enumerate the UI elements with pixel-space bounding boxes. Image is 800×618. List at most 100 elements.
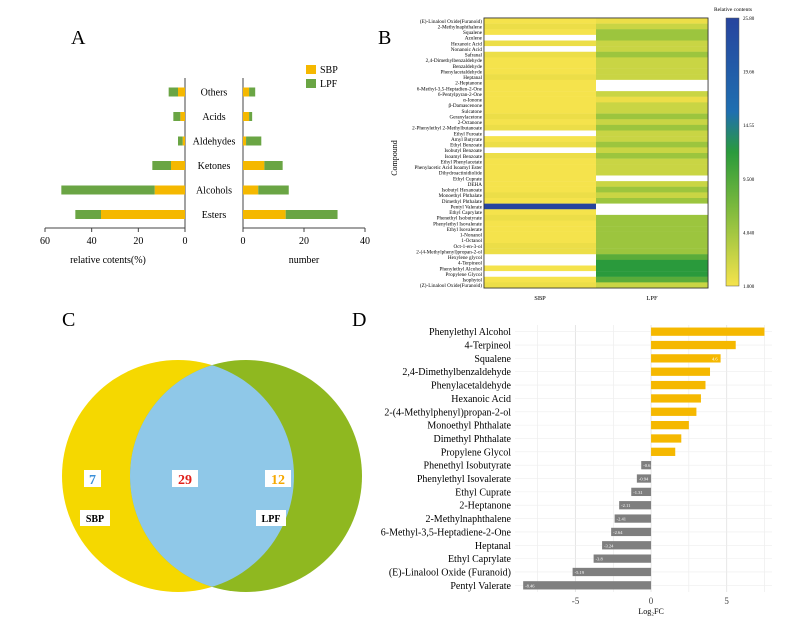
heatmap-cell-lpf [596,46,708,52]
heatmap-cell-sbp [484,18,596,24]
right-x-tick-label: 0 [241,236,246,247]
panel-letter-d: D [352,309,366,331]
heatmap-cell-sbp [484,243,596,249]
legend-label-lpf: LPF [320,79,338,90]
heatmap-cell-lpf [596,91,708,97]
heatmap-cell-lpf [596,175,708,182]
heatmap-row-label: Isobutyl Benzoate [444,148,482,154]
heatmap-cell-sbp [484,57,596,64]
bar-positive [651,380,706,390]
heatmap-cell-lpf [596,164,708,171]
bar-category-label: Ethyl Caprylate [448,554,512,565]
heatmap-cell-sbp [484,175,596,182]
heatmap-row-label: α-Ionone [463,98,483,104]
heatmap-row-label: Phenylethyl Isovalerate [433,221,483,227]
heatmap-cell-sbp [484,130,596,137]
heatmap-row-label: 4-Terpineol [458,261,483,267]
heatmap-border [483,17,709,289]
colorbar-tick-label: 1.000 [743,285,755,290]
right-x-tick-label: 40 [360,236,370,247]
heatmap-cell-lpf [596,265,708,272]
heatmap-cell-lpf [596,68,708,75]
colorbar [725,17,740,287]
heatmap-cell-lpf [596,119,708,126]
right-x-axis-label: number [289,255,320,266]
heatmap-row-label: Benzaldehyde [453,64,483,70]
bar-category-label: Hexanoic Acid [451,394,511,405]
heatmap-cell-sbp [484,237,596,244]
left-bar-lpf [168,87,178,97]
panel-letter-a: A [71,27,86,49]
heatmap-cell-lpf [596,220,708,227]
category-label: Acids [202,112,225,123]
left-bar-lpf [61,185,155,195]
heatmap-cell-lpf [596,248,708,255]
heatmap-cell-lpf [596,153,708,159]
heatmap-row-label: Phenethyl Isobutyrate [437,216,483,222]
colorbar-tick-label: 9.500 [743,178,755,183]
venn-overlap [130,360,294,592]
heatmap-cell-lpf [596,124,708,131]
left-bar-lpf [178,136,183,146]
heatmap-row-label: Hexylene glycol [448,255,483,261]
colorbar-tick-label: 19.66 [743,71,755,76]
heatmap-row-label: Sulcatone [462,109,483,115]
heatmap-row-label: 1-Octanol [461,238,482,244]
heatmap-cell-lpf [596,136,708,142]
heatmap-row-label: Oct-1-en-3-ol [453,244,482,250]
heatmap-cell-sbp [484,63,596,69]
heatmap-cell-lpf [596,214,708,221]
heatmap-cell-lpf [596,276,708,283]
bar-value-label: -2.11 [621,503,630,508]
heatmap-row-label: Squalene [463,30,483,36]
bar-value-label: -1.31 [633,490,642,495]
heatmap-cell-lpf [596,254,708,261]
left-bar-sbp [180,112,185,121]
bar-value-label: -0.6 [643,463,651,468]
colorbar-tick-label: 4.040 [743,231,755,236]
heatmap-cell-sbp [484,141,596,148]
heatmap-cell-lpf [596,141,708,148]
heatmap-row-label: 2,4-Dimethylbenzaldehyde [426,58,483,64]
right-bar-sbp [243,210,286,219]
bar-category-label: 2-Heptanone [459,501,511,512]
heatmap-cell-sbp [484,136,596,142]
venn-count-sbp: 7 [89,473,96,488]
plot-background [515,325,772,592]
left-bar-sbp [178,87,185,97]
legend-swatch-lpf [306,79,316,88]
heatmap-row-label: Isophytol [462,278,482,284]
heatmap-row-label: Isoamyl Benzoate [445,154,483,160]
bar-value-label: -0.94 [639,477,649,482]
heatmap-cell-sbp [484,119,596,126]
bar-category-label: 6-Methyl-3,5-Heptadiene-2-One [381,527,512,538]
heatmap-cell-lpf [596,51,708,58]
heatmap-row-label: 6-Pentylpyran-2-One [438,92,483,98]
heatmap-cell-sbp [484,214,596,221]
bar-positive [651,327,765,336]
bar-category-label: 2-(4-Methylphenyl)propan-2-ol [384,407,511,418]
x-tick-label: 5 [724,596,729,606]
venn-count-box-sbp [84,470,101,487]
right-bar-lpf [264,161,283,170]
heatmap-row-label: Ethyl Phenylacetate [441,159,483,165]
heatmap-cell-sbp [484,181,596,187]
heatmap-cell-sbp [484,203,596,210]
bar-negative [614,514,652,523]
heatmap-cell-lpf [596,198,708,204]
heatmap-cell-sbp [484,124,596,131]
venn-count-box-lpf [265,470,291,487]
heatmap-cell-lpf [596,226,708,232]
venn-label-lpf: LPF [262,514,281,525]
heatmap-cell-sbp [484,79,596,86]
heatmap-cell-lpf [596,158,708,165]
bar-category-label: (E)-Linalool Oxide (Furanoid) [389,567,511,578]
heatmap-cell-lpf [596,63,708,69]
bar-positive [651,354,721,363]
heatmap-column-label: LPF [646,295,658,302]
heatmap-cell-sbp [484,85,596,92]
panel-d-logfc-chart: Phenylethyl Alcohol 4-Terpineol Squalene 4.… [381,325,772,616]
heatmap-row-label: Ethyl Caprylate [449,210,482,216]
heatmap-cell-sbp [484,34,596,41]
